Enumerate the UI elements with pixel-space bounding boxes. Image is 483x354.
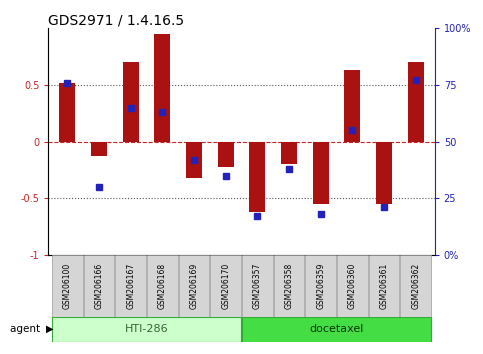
Bar <box>242 255 272 317</box>
Bar <box>344 70 360 142</box>
Bar <box>147 255 178 317</box>
Bar <box>211 255 241 317</box>
Text: GSM206169: GSM206169 <box>189 263 199 309</box>
Text: GSM206167: GSM206167 <box>126 263 135 309</box>
Text: GSM206362: GSM206362 <box>411 263 420 309</box>
Text: GSM206359: GSM206359 <box>316 263 325 309</box>
Bar <box>408 62 424 142</box>
Bar <box>115 255 146 317</box>
Bar <box>218 142 234 166</box>
Bar <box>281 142 297 164</box>
Bar <box>123 62 139 142</box>
Bar <box>400 255 431 317</box>
Text: ▶: ▶ <box>46 324 54 334</box>
Text: GDS2971 / 1.4.16.5: GDS2971 / 1.4.16.5 <box>48 13 185 27</box>
Bar <box>313 142 328 204</box>
Text: GSM206100: GSM206100 <box>63 263 72 309</box>
Text: GSM206357: GSM206357 <box>253 263 262 309</box>
Bar <box>376 142 392 204</box>
Text: GSM206168: GSM206168 <box>158 263 167 309</box>
Text: agent: agent <box>10 324 43 334</box>
Bar <box>242 317 431 342</box>
Bar <box>52 255 83 317</box>
Bar <box>274 255 304 317</box>
Bar <box>52 317 241 342</box>
Text: HTI-286: HTI-286 <box>125 324 168 334</box>
Text: GSM206360: GSM206360 <box>348 263 357 309</box>
Bar <box>337 255 368 317</box>
Bar <box>369 255 399 317</box>
Text: docetaxel: docetaxel <box>309 324 364 334</box>
Text: GSM206170: GSM206170 <box>221 263 230 309</box>
Bar <box>84 255 114 317</box>
Bar <box>249 142 265 212</box>
Bar <box>186 142 202 178</box>
Bar <box>305 255 336 317</box>
Bar <box>59 83 75 142</box>
Text: GSM206166: GSM206166 <box>95 263 103 309</box>
Text: GSM206358: GSM206358 <box>284 263 294 309</box>
Bar <box>91 142 107 156</box>
Bar <box>179 255 209 317</box>
Bar <box>155 34 170 142</box>
Text: GSM206361: GSM206361 <box>380 263 388 309</box>
